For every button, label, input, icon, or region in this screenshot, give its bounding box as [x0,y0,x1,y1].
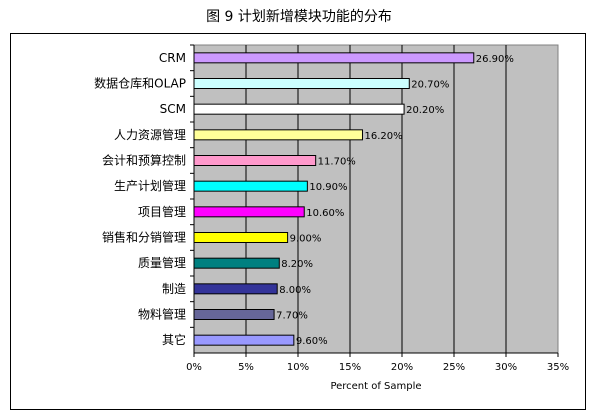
gridlines [245,45,507,353]
x-tick-label: 15% [339,362,361,373]
bar [193,334,295,346]
data-label: 8.20% [281,259,313,270]
bar [193,206,305,218]
bar [193,309,275,320]
category-label: 生产计划管理 [114,178,186,193]
category-label: 其它 [162,332,186,347]
category-label: CRM [159,51,186,65]
category-label: 制造 [162,282,186,296]
data-label: 26.90% [476,54,514,65]
data-label: 10.60% [306,208,344,219]
x-tick-label: 30% [495,362,517,373]
bar [193,103,405,115]
category-label: 物料管理 [138,307,186,322]
bars [193,52,475,346]
chart-title: 图 9 计划新增模块功能的分布 [206,9,392,25]
category-label: 人力资源管理 [114,127,186,142]
x-tick-label: 25% [443,362,465,373]
plot-area [193,44,559,354]
bar [193,232,289,243]
chart-frame: CRM 数据仓库和OLAP SCM 人力资源管理会计和预算控制生产计划管理项目管理销售… [10,33,586,410]
bar [193,155,317,166]
x-axis-title: Percent of Sample [330,381,421,392]
data-label: 11.70% [318,157,356,168]
data-label: 8.00% [279,285,311,296]
x-tick-label: 35% [547,362,569,373]
category-label: 销售和分销管理 [102,230,186,245]
data-label: 7.70% [276,311,308,322]
data-label: 20.70% [411,80,449,91]
bar [193,283,278,295]
category-label: 数据仓库和OLAP [94,76,186,91]
x-tick-label: 0% [186,362,202,373]
category-label: SCM [160,102,186,116]
x-tick-label: 20% [391,362,413,373]
bar [193,257,280,269]
data-label: 9.60% [296,336,328,347]
data-label: 16.20% [364,131,402,142]
value-labels: 26.90% 20.70% 20.20% 16.20% 11.70% 10.90% 10.6… [276,54,514,347]
bar [193,78,410,89]
x-axis-ticks: 0% 5% 10% 15% 20% 25% 30% 35% [186,44,569,373]
x-tick-label: 5% [238,362,254,373]
bar [193,129,363,141]
category-label: 项目管理 [138,204,186,219]
data-label: 9.00% [290,234,322,245]
chart-svg: CRM 数据仓库和OLAP SCM 人力资源管理会计和预算控制生产计划管理项目管理销售… [94,44,569,392]
category-labels: CRM 数据仓库和OLAP SCM 人力资源管理会计和预算控制生产计划管理项目管理销售… [94,51,186,347]
bar [193,180,308,192]
data-label: 20.20% [406,105,444,116]
category-label: 质量管理 [138,255,186,270]
bar [193,52,475,64]
category-label: 会计和预算控制 [102,153,186,168]
data-label: 10.90% [309,182,347,193]
x-tick-label: 10% [287,362,309,373]
